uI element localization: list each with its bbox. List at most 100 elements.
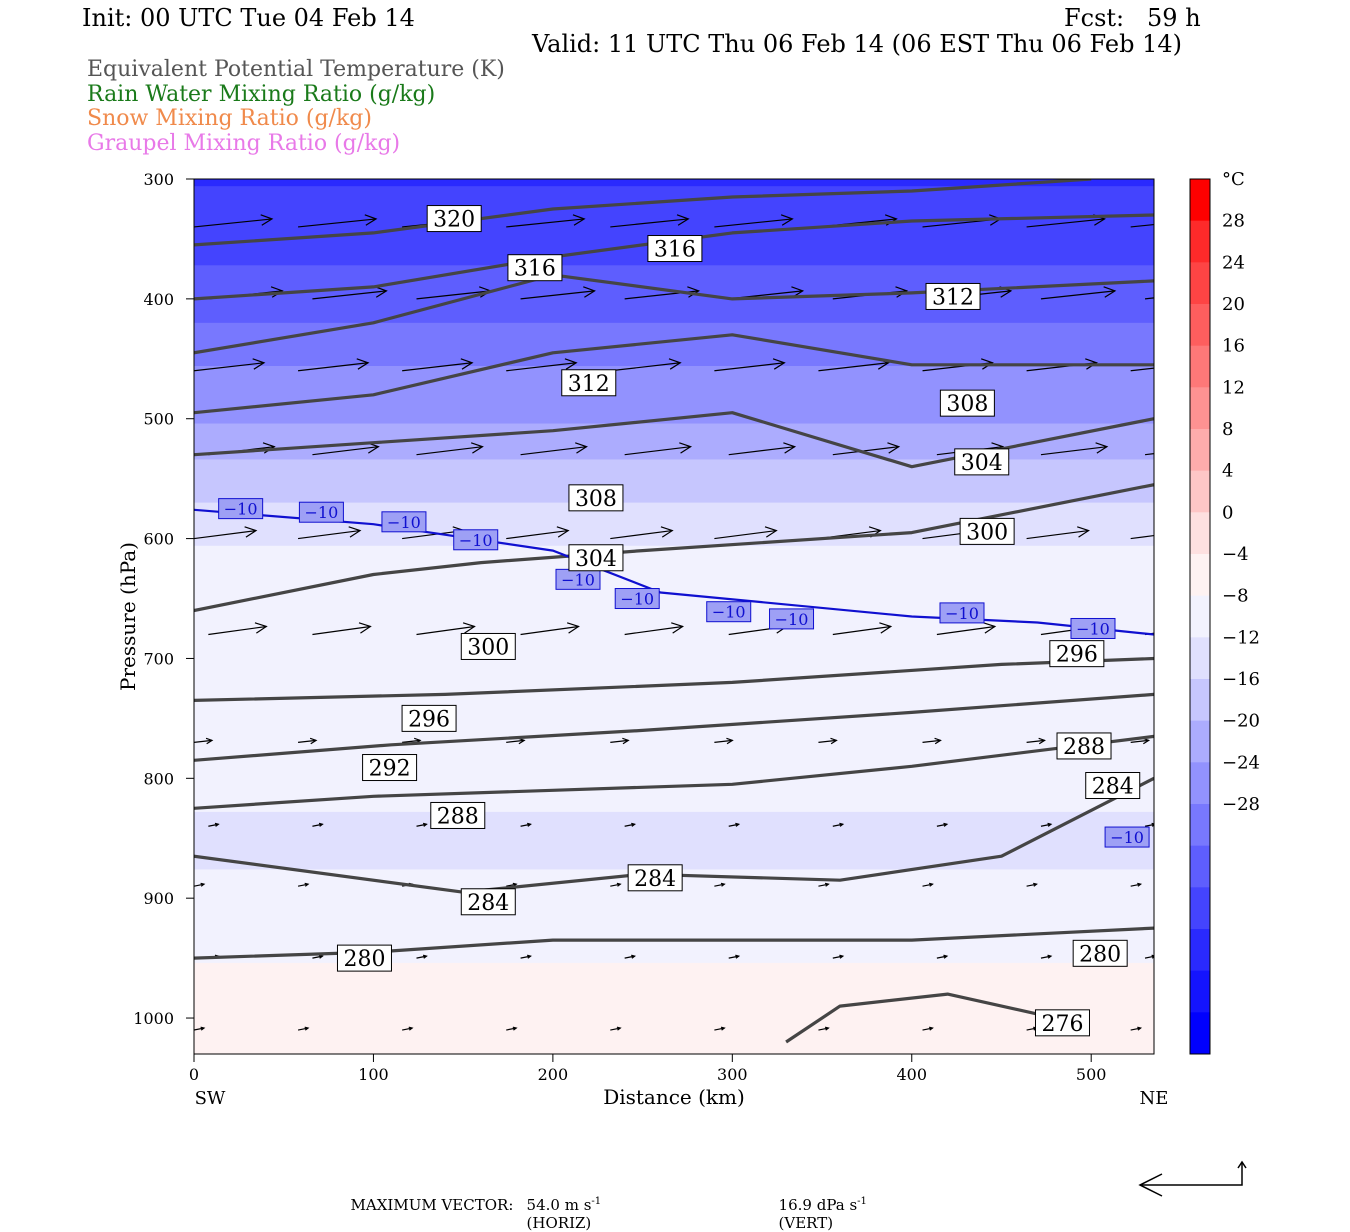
temperature-band: [194, 632, 1154, 640]
temperature-band: [194, 466, 1154, 475]
wind-vector: [194, 1027, 205, 1031]
temperature-band: [194, 531, 1154, 540]
theta-e-contour-320: [194, 179, 1092, 247]
temperature-band: [194, 948, 1154, 957]
temperature-band: [194, 301, 1154, 310]
wind-vector: [714, 739, 733, 743]
theta-e-label: 316: [514, 257, 556, 282]
temperature-band: [194, 718, 1154, 727]
colorbar-label: −28: [1222, 794, 1260, 815]
temperature-band: [194, 560, 1154, 568]
wind-vector-head: [660, 526, 674, 538]
temperature-band: [194, 315, 1154, 324]
colorbar-swatch: [1190, 970, 1210, 1013]
temperature-band: [194, 826, 1154, 835]
wind-vector: [714, 1027, 725, 1031]
temperature-band: [194, 797, 1154, 806]
wind-vector-head: [1085, 358, 1098, 370]
theta-e-label: 296: [1056, 643, 1098, 668]
colorbar-swatch: [1190, 512, 1210, 555]
wind-vector-head: [462, 622, 476, 634]
colorbar-swatch: [1190, 762, 1210, 805]
legend-vector-head-vert: [1237, 1160, 1247, 1169]
theta-e-label: 316: [654, 238, 696, 263]
theta-e-contour-292: [194, 692, 1154, 762]
isotherm-label-box: [1104, 826, 1150, 848]
wind-vector: [506, 883, 517, 887]
wind-vector-head: [318, 822, 324, 827]
plot-frame: [193, 178, 1155, 1055]
wind-vector: [1040, 955, 1052, 959]
temperature-band: [194, 265, 1154, 274]
temperature-band: [194, 394, 1154, 403]
temperature-band: [194, 653, 1154, 662]
wind-vector: [922, 739, 941, 743]
temperature-band: [194, 358, 1154, 367]
wind-vector-head: [348, 526, 362, 538]
temperature-band: [194, 804, 1154, 813]
temperature-band: [194, 401, 1154, 410]
temperature-band: [194, 696, 1154, 705]
wind-vector: [818, 1027, 829, 1031]
theta-e-contour-316: [194, 213, 1154, 301]
wind-vector: [1130, 883, 1141, 887]
y-tick-label: 300: [143, 170, 174, 189]
wind-vector: [624, 625, 683, 636]
colorbar-swatch: [1190, 554, 1210, 597]
colorbar-label: 24: [1222, 252, 1245, 273]
theta-e-label: 288: [1063, 735, 1105, 760]
wind-vector: [610, 529, 673, 540]
isotherm-label: −10: [712, 603, 746, 622]
temperature-band: [194, 811, 1154, 820]
wind-vector: [416, 625, 475, 636]
wind-vector: [312, 823, 323, 827]
wind-vector: [312, 625, 371, 636]
colorbar-label: −16: [1222, 669, 1260, 690]
theta-e-label-box: [1085, 772, 1141, 800]
temperature-band: [194, 365, 1154, 374]
temperature-band: [194, 596, 1154, 604]
temperature-band: [194, 833, 1154, 842]
theta-e-label-box: [426, 205, 482, 233]
theta-e-label: 308: [575, 487, 617, 512]
theta-e-contour-288: [194, 734, 1154, 810]
wind-vector-head: [460, 358, 474, 370]
temperature-band: [194, 768, 1154, 777]
wind-vector-head: [527, 954, 532, 959]
x-tick-label: 100: [358, 1065, 389, 1084]
temperature-band: [194, 617, 1154, 626]
wind-vector: [818, 739, 837, 743]
wind-vector: [1026, 529, 1089, 540]
temperature-band: [194, 905, 1154, 914]
temperature-band: [194, 675, 1154, 684]
temperature-band: [194, 646, 1154, 655]
temperature-band: [194, 998, 1154, 1007]
forecast-hour: Fcst: 59 h: [1064, 4, 1201, 32]
wind-vector-head: [244, 526, 258, 538]
temperature-band: [194, 1034, 1154, 1043]
max-vector-horiz: 54.0 m s-1 (HORIZ): [517, 1178, 602, 1232]
wind-vector: [194, 739, 213, 743]
wind-vector-head: [943, 822, 949, 827]
wind-vector: [1144, 823, 1154, 827]
temperature-band: [194, 624, 1154, 633]
theta-e-label: 304: [961, 451, 1003, 476]
theta-e-label: 308: [946, 392, 988, 417]
colorbar-swatch: [1190, 262, 1210, 305]
wind-vector: [1130, 367, 1154, 372]
temperature-band: [194, 840, 1154, 849]
wind-vector-head: [735, 822, 741, 827]
wind-vector-head: [983, 622, 997, 634]
wind-vector: [1130, 223, 1154, 228]
x-axis-label: Distance (km): [603, 1085, 745, 1109]
wind-vector-head: [671, 622, 685, 634]
wind-vector: [520, 625, 579, 636]
wind-vector-head: [252, 358, 266, 370]
temperature-band: [194, 524, 1154, 532]
wind-vector-head: [566, 622, 580, 634]
colorbar-swatch: [1190, 804, 1210, 847]
y-tick-label: 1000: [133, 1009, 174, 1028]
colorbar-swatch: [1190, 929, 1210, 972]
wind-vector: [1130, 534, 1154, 540]
wind-vector-head: [304, 1026, 310, 1031]
